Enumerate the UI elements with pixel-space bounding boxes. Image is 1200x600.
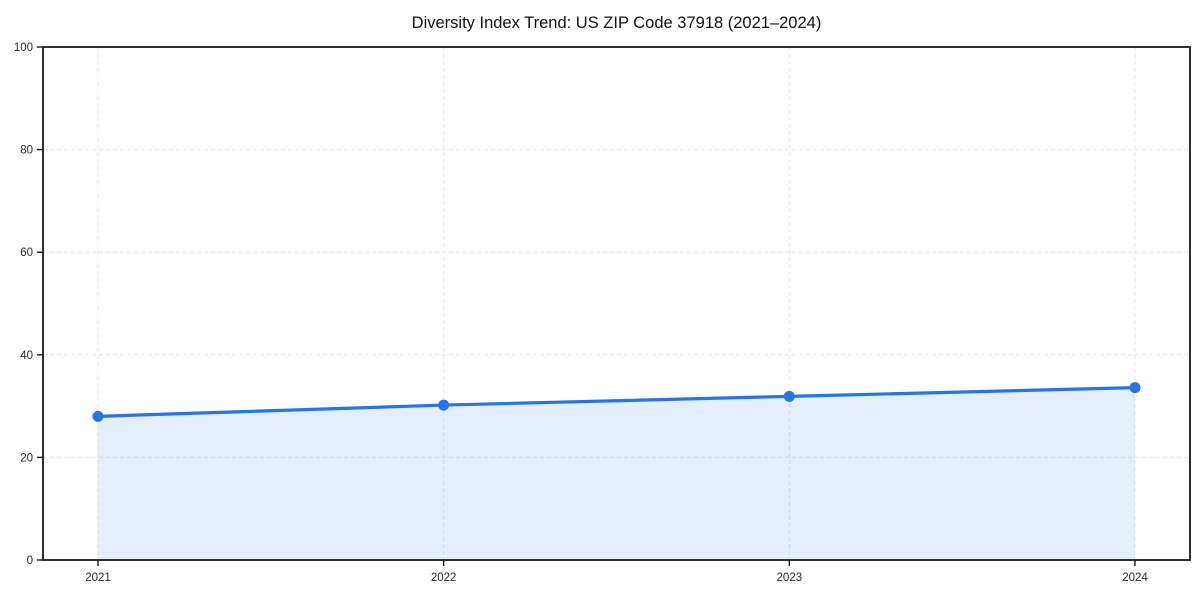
gridlines: [43, 46, 1190, 561]
data-point-2024: [1129, 382, 1141, 394]
y-tick-label: 40: [20, 350, 33, 362]
axis-tick-labels: 0 20 40 60 80 100 2021 2022 2023 2024: [14, 42, 1149, 584]
trend-line: [96, 386, 1137, 418]
data-points: [92, 382, 1141, 422]
x-tick-label: 2022: [431, 572, 457, 584]
y-tick-label: 20: [20, 452, 33, 464]
x-tick-label: 2024: [1122, 572, 1148, 584]
axis-ticks: [37, 46, 1136, 566]
y-tick-label: 100: [14, 42, 33, 54]
data-point-2023: [783, 390, 795, 402]
chart-title: Diversity Index Trend: US ZIP Code 37918…: [412, 14, 822, 32]
x-tick-label: 2023: [777, 572, 803, 584]
y-tick-label: 0: [27, 555, 33, 567]
data-point-2022: [438, 399, 450, 411]
data-point-2021: [92, 410, 104, 422]
x-tick-label: 2021: [85, 572, 111, 584]
y-tick-label: 80: [20, 145, 33, 157]
y-tick-label: 60: [20, 247, 33, 259]
area-fill: [98, 387, 1135, 560]
plot-border: [42, 46, 1191, 561]
